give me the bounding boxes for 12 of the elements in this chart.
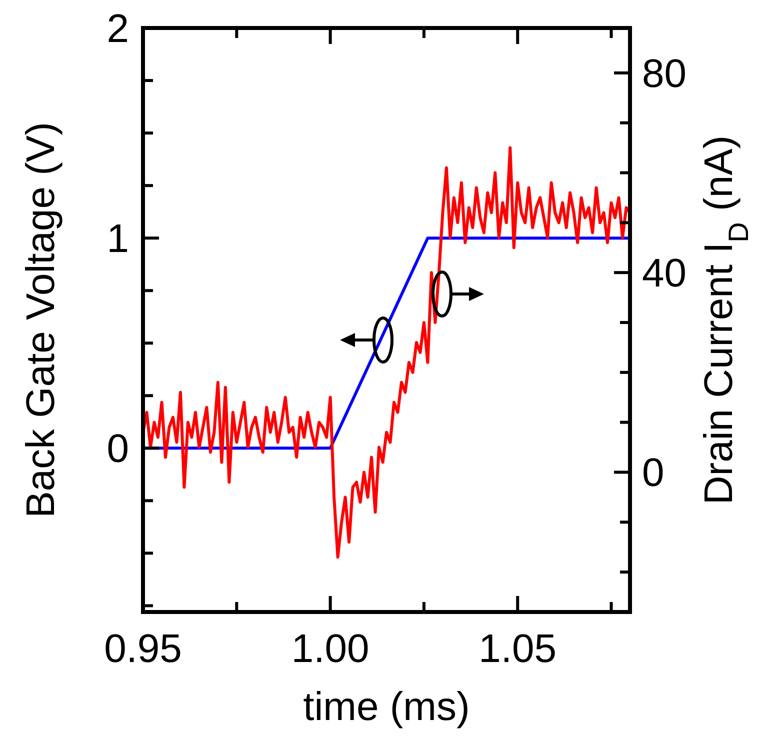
line-series [143,146,630,559]
y2-tick-label: 80 [642,52,686,96]
y-axis-title: Back Gate Voltage (V) [19,122,63,518]
x-tick-label: 1.05 [478,627,557,671]
x-tick-label: 0.95 [104,627,182,671]
y-tick-label: 2 [106,7,129,51]
text: 1.00 [291,627,370,671]
x-axis-title: time (ms) [303,685,470,729]
y2-tick-label: 0 [642,451,664,496]
y-tick-label: 0 [106,427,129,472]
y2-tick-label: 40 [642,252,686,296]
y-tick-label: 1 [106,217,129,262]
